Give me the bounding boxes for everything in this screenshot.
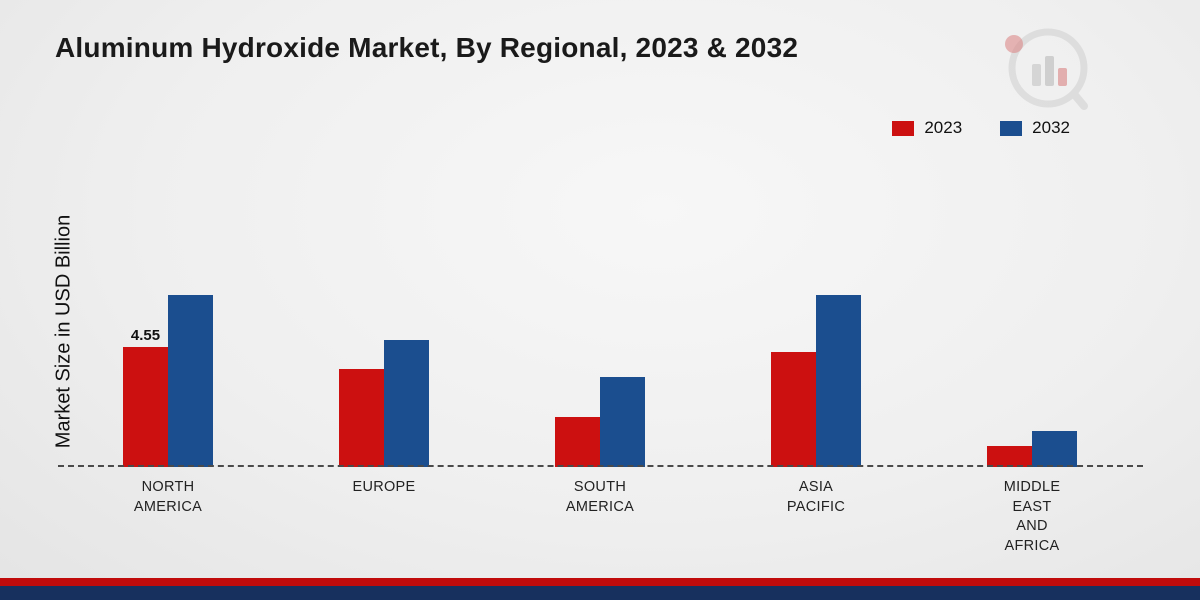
- bar-2032: [816, 295, 861, 467]
- bar-2032: [600, 377, 645, 467]
- bar-group: [276, 340, 492, 467]
- category-axis: NORTH AMERICA EUROPE SOUTH AMERICA ASIA PAC…: [60, 478, 1140, 556]
- category-label: EUROPE: [352, 479, 416, 495]
- bar-2023: [123, 346, 168, 467]
- bar-group: [492, 377, 708, 467]
- legend-swatch: [892, 120, 915, 136]
- category-label: ASIA PACIFIC: [786, 479, 846, 515]
- bar-2032: [384, 340, 429, 467]
- bar-group: [924, 431, 1140, 467]
- footer-navy-bar: [0, 586, 1200, 600]
- bar-wrapper: [1032, 431, 1077, 467]
- bar-2023: [339, 369, 384, 467]
- category-label: NORTH AMERICA: [133, 479, 203, 515]
- bar-2032: [1032, 431, 1077, 467]
- market-research-future-logo: [1000, 22, 1090, 117]
- legend: 2023 2032: [892, 118, 1070, 138]
- data-label: 4.55: [130, 326, 161, 344]
- bar-2023: [771, 352, 816, 467]
- category-label: SOUTH AMERICA: [565, 479, 635, 515]
- bar-wrapper: [600, 377, 645, 467]
- bar-wrapper: [555, 416, 600, 467]
- bar-wrapper: [987, 445, 1032, 467]
- bar-2032: [168, 295, 213, 467]
- chart-title: Aluminum Hydroxide Market, By Regional, …: [55, 32, 799, 63]
- bar-wrapper: [384, 340, 429, 467]
- legend-label: 2032: [1032, 118, 1070, 137]
- bar-wrapper: [816, 295, 861, 467]
- bar-2023: [555, 416, 600, 467]
- category-label: MIDDLE EAST AND AFRICA: [1003, 479, 1061, 554]
- legend-item-2023: 2023: [892, 118, 962, 138]
- legend-label: 2023: [924, 118, 963, 137]
- bar-chart-plot-area: 4.55: [60, 167, 1140, 467]
- bar-wrapper: [168, 295, 213, 467]
- bar-wrapper: 4.55: [123, 327, 168, 467]
- x-axis-baseline: [58, 465, 1143, 467]
- legend-swatch: [1000, 120, 1023, 136]
- bar-group: 4.55: [60, 295, 276, 467]
- legend-item-2032: 2032: [1000, 118, 1070, 138]
- footer-red-stripe: [0, 578, 1200, 586]
- bar-wrapper: [339, 369, 384, 467]
- bar-2023: [987, 445, 1032, 467]
- bar-wrapper: [771, 352, 816, 467]
- bar-group: [708, 295, 924, 467]
